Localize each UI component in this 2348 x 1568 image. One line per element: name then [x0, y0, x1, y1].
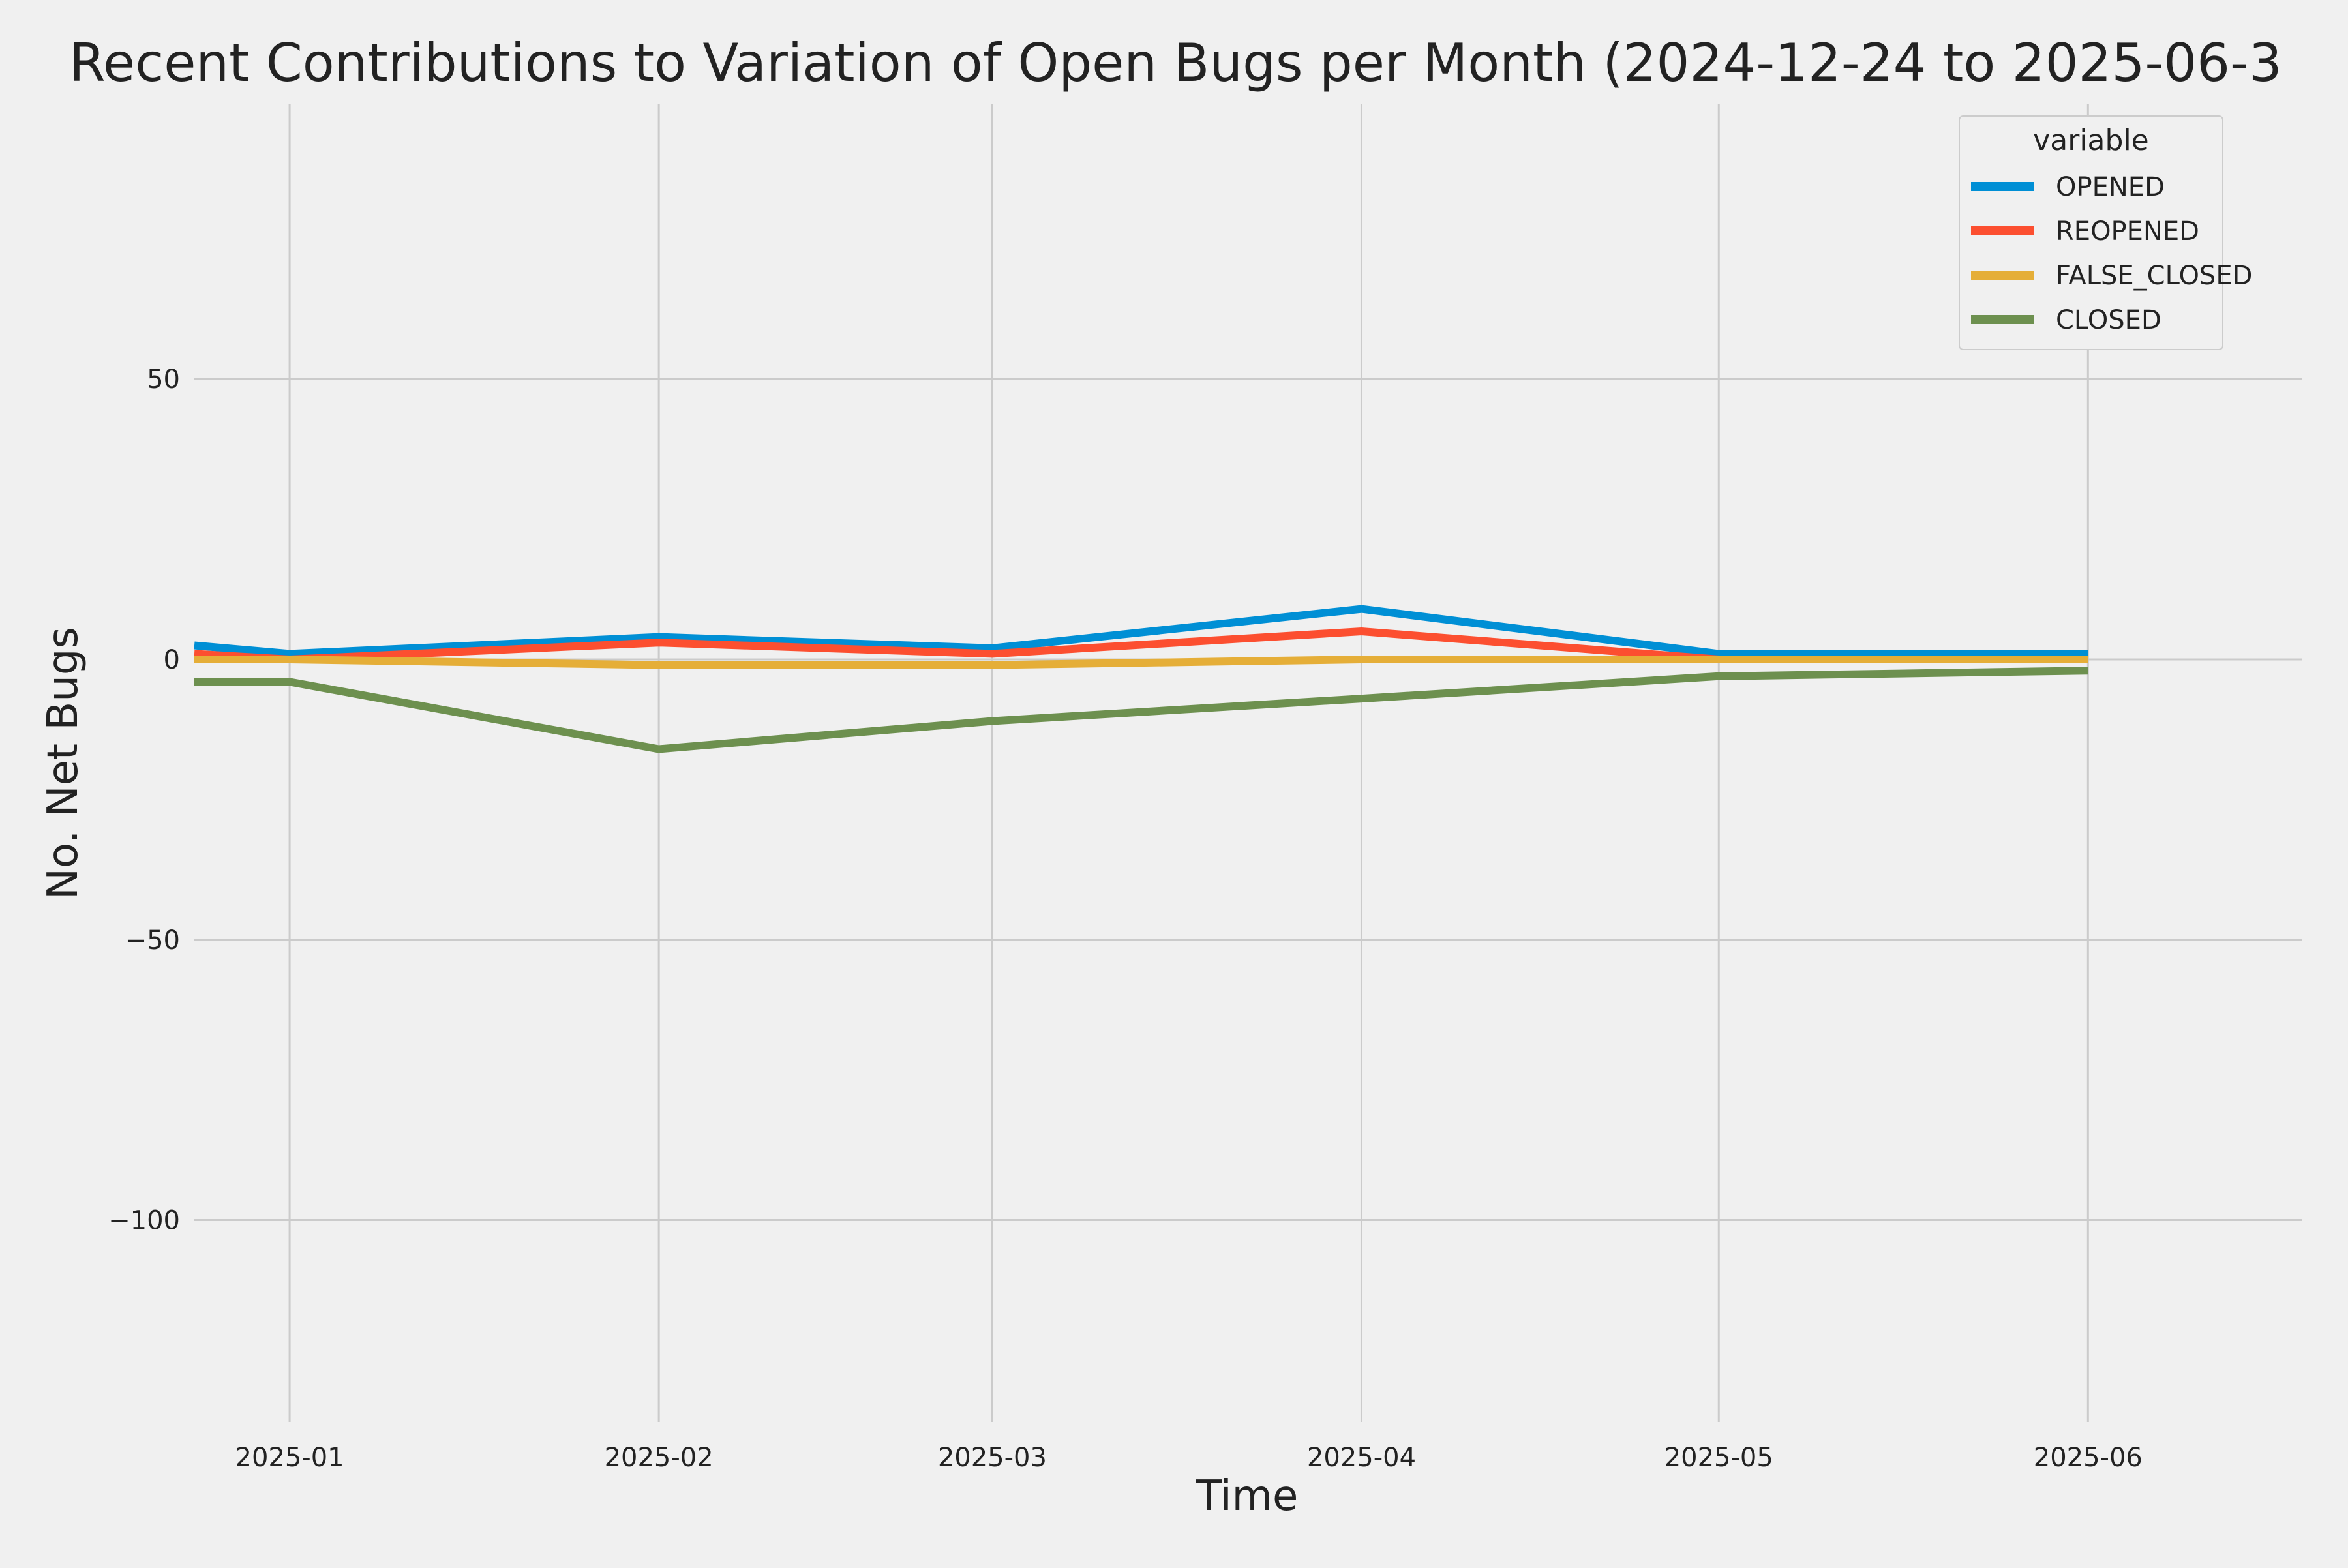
y-tick-label: 50	[147, 365, 180, 395]
x-tick-label: 2025-04	[1307, 1443, 1416, 1473]
y-tick-label: −100	[108, 1206, 180, 1236]
x-tick-label: 2025-03	[938, 1443, 1047, 1473]
legend-label: FALSE_CLOSED	[2056, 261, 2252, 291]
series-line-false-closed	[194, 656, 2088, 669]
legend-label: OPENED	[2056, 172, 2165, 202]
x-tick-label: 2025-06	[2034, 1443, 2143, 1473]
series-lines	[194, 605, 2088, 753]
legend-frame	[1959, 115, 2223, 350]
legend-entry: CLOSED	[1971, 305, 2161, 335]
legend-entry: FALSE_CLOSED	[1971, 261, 2252, 291]
series-line-opened	[194, 605, 2088, 658]
legend-entry: OPENED	[1971, 172, 2165, 202]
y-axis-label: No. Net Bugs	[39, 627, 87, 899]
x-tick-label: 2025-02	[605, 1443, 714, 1473]
x-tick-labels: 2025-01 2025-02 2025-03 2025-04 2025-05 2025-…	[235, 1443, 2143, 1473]
chart-title: Recent Contributions to Variation of Ope…	[69, 33, 2282, 93]
y-tick-labels: 50 0 −50 −100	[108, 365, 180, 1235]
legend-label: REOPENED	[2056, 217, 2199, 247]
legend-label: CLOSED	[2056, 305, 2161, 335]
x-axis-label: Time	[1196, 1472, 1299, 1520]
y-tick-label: 0	[164, 645, 180, 675]
legend: variable OPENED REOPENED FALSE_CLOSED CLOSE…	[1959, 115, 2252, 350]
legend-entry: REOPENED	[1971, 217, 2199, 247]
series-line-closed	[194, 667, 2088, 753]
x-tick-label: 2025-05	[1664, 1443, 1773, 1473]
legend-entries: OPENED REOPENED FALSE_CLOSED CLOSED	[1971, 172, 2252, 335]
x-tick-label: 2025-01	[235, 1443, 344, 1473]
y-tick-label: −50	[125, 926, 180, 956]
legend-title: variable	[2033, 124, 2149, 157]
